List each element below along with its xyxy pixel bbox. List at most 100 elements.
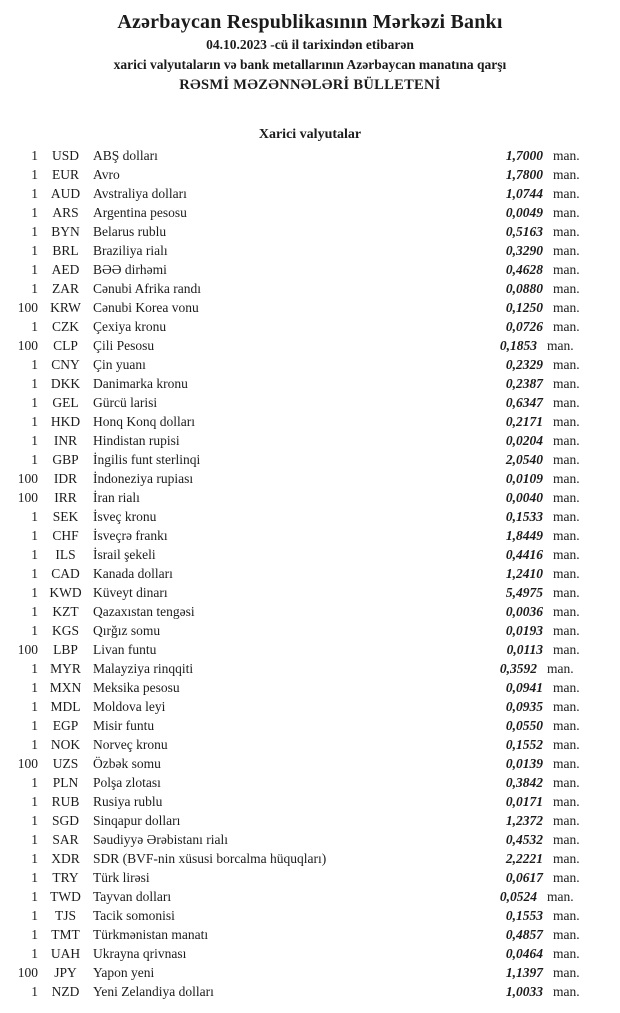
currency-name: Türkmənistan manatı [93,927,209,942]
unit-label: man. [553,718,580,733]
currency-name: ABŞ dolları [93,148,158,163]
currency-name: BƏƏ dirhəmi [93,262,167,277]
rate-row: 1 MDL Moldova leyi 0,0935 man. [0,697,620,716]
currency-name: Ukrayna qrivnası [93,946,187,961]
unit-label: man. [553,186,580,201]
rate-row: 1 KGS Qırğız somu 0,0193 man. [0,621,620,640]
unit-label: man. [553,813,580,828]
rate-row: 1 EGP Misir funtu 0,0550 man. [0,716,620,735]
rate-row: 1 MYR Malayziya rinqqiti 0,3592 man. [0,659,620,678]
currency-code: SAR [52,832,79,847]
rate-row: 1 HKD Honq Konq dolları 0,2171 man. [0,412,620,431]
unit-label: man. [553,946,580,961]
currency-name: Avstraliya dolları [93,186,187,201]
rate-row: 1 MXN Meksika pesosu 0,0941 man. [0,678,620,697]
currency-code: IDR [53,471,78,486]
currency-code: JPY [54,965,77,980]
rate-value: 0,1853 [499,338,537,353]
quantity-value: 1 [31,604,38,619]
rate-row: 1 KZT Qazaxıstan tengəsi 0,0036 man. [0,602,620,621]
rate-value: 0,0524 [499,889,537,904]
rate-row: 1 BRL Braziliya rialı 0,3290 man. [0,241,620,260]
currency-code: GEL [52,395,79,410]
currency-name: Səudiyyə Ərəbistanı rialı [93,832,228,847]
quantity-value: 1 [31,718,38,733]
rate-value: 1,8449 [505,528,543,543]
unit-label: man. [553,965,580,980]
quantity-value: 1 [31,813,38,828]
currency-code: AUD [50,186,81,201]
unit-label: man. [553,262,580,277]
currency-name: Misir funtu [93,718,155,733]
currency-code: NOK [50,737,81,752]
currency-code: ILS [55,547,76,562]
currency-name: Qırğız somu [93,623,161,638]
currency-name: Honq Konq dolları [93,414,195,429]
currency-name: Meksika pesosu [93,680,180,695]
unit-label: man. [553,319,580,334]
currency-code: AED [51,262,80,277]
unit-label: man. [553,243,580,258]
currency-code: EGP [52,718,79,733]
currency-code: INR [53,433,78,448]
currency-code: TRY [52,870,79,885]
rate-value: 1,7000 [505,148,543,163]
unit-label: man. [553,623,580,638]
unit-label: man. [553,300,580,315]
currency-code: KGS [51,623,79,638]
currency-code: PLN [52,775,79,790]
currency-code: UAH [50,946,81,961]
rate-value: 0,0941 [505,680,543,695]
rate-value: 0,0049 [505,205,543,220]
rate-row: 1 CZK Çexiya kronu 0,0726 man. [0,317,620,336]
rate-value: 0,0464 [505,946,543,961]
currency-code: SEK [52,509,79,524]
quantity-value: 1 [31,585,38,600]
currency-name: Rusiya rublu [93,794,163,809]
currency-code: NZD [51,984,80,999]
currency-name: Çexiya kronu [93,319,167,334]
currency-code: HKD [50,414,81,429]
unit-label: man. [553,376,580,391]
quantity-value: 100 [17,471,38,486]
rate-row: 100 IDR İndoneziya rupiası 0,0109 man. [0,469,620,488]
currency-name: Belarus rublu [93,224,167,239]
currency-code: KWD [49,585,82,600]
quantity-value: 1 [31,509,38,524]
rate-row: 1 TMT Türkmənistan manatı 0,4857 man. [0,925,620,944]
unit-label: man. [553,414,580,429]
rate-value: 2,0540 [505,452,543,467]
unit-label: man. [553,984,580,999]
rate-row: 1 RUB Rusiya rublu 0,0171 man. [0,792,620,811]
rate-value: 0,6347 [505,395,543,410]
rate-value: 1,0033 [505,984,543,999]
quantity-value: 1 [31,775,38,790]
unit-label: man. [553,224,580,239]
unit-label: man. [547,338,574,353]
currency-code: GBP [52,452,79,467]
rate-row: 1 ZAR Cənubi Afrika randı 0,0880 man. [0,279,620,298]
bulletin-title: RƏSMİ MƏZƏNNƏLƏRİ BÜLLETENİ [179,77,441,93]
bulletin-header: Azərbaycan Respublikasının Mərkəzi Bankı… [0,0,620,96]
rate-value: 0,0113 [506,642,543,657]
quantity-value: 1 [31,186,38,201]
rate-row: 1 SGD Sinqapur dolları 1,2372 man. [0,811,620,830]
unit-label: man. [553,851,580,866]
unit-label: man. [553,870,580,885]
currency-code: KZT [52,604,79,619]
currency-name: Küveyt dinarı [93,585,168,600]
quantity-value: 100 [17,300,38,315]
quantity-value: 1 [31,433,38,448]
quantity-value: 1 [31,547,38,562]
unit-label: man. [553,794,580,809]
currency-code: CLP [53,338,78,353]
rate-value: 0,2329 [505,357,543,372]
currency-code: CZK [52,319,79,334]
currency-name: Moldova leyi [93,699,166,714]
quantity-value: 1 [31,699,38,714]
rate-row: 1 AED BƏƏ dirhəmi 0,4628 man. [0,260,620,279]
rate-row: 100 KRW Cənubi Korea vonu 0,1250 man. [0,298,620,317]
currency-code: RUB [51,794,80,809]
currency-name: Polşa zlotası [93,775,161,790]
rate-value: 0,0109 [505,471,543,486]
